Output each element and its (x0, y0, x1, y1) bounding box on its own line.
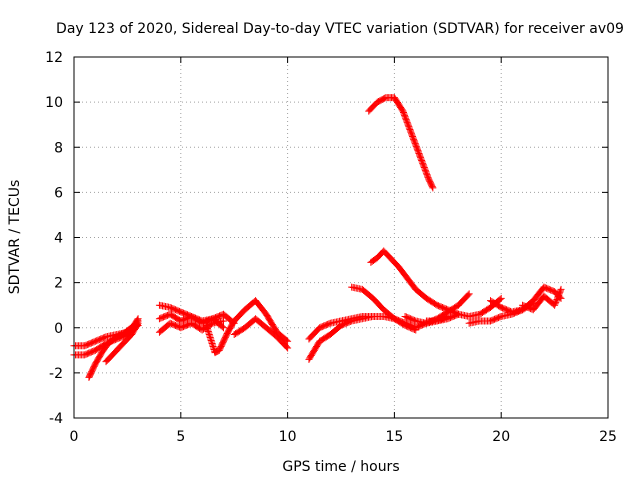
series-arc-21 (519, 285, 565, 314)
y-tick-label: -4 (49, 411, 63, 427)
series-arc-8 (230, 297, 292, 345)
x-tick-label: 10 (279, 429, 297, 445)
data-point (220, 317, 228, 325)
axis-ticks: 0 5 10 15 20 25 -4 -2 0 2 4 6 8 10 12 (45, 50, 617, 445)
x-axis-label: GPS time / hours (282, 459, 399, 475)
y-tick-label: 10 (45, 95, 63, 111)
y-tick-label: 0 (54, 321, 63, 337)
series-arc-9 (230, 315, 292, 352)
series-arc-16 (365, 94, 437, 192)
chart-title: Day 123 of 2020, Sidereal Day-to-day VTE… (56, 21, 624, 37)
series-arc-10 (155, 301, 238, 327)
y-tick-label: 6 (54, 185, 63, 201)
x-tick-label: 20 (492, 429, 510, 445)
data-point (282, 336, 290, 344)
data-point (428, 183, 436, 191)
data-point (554, 293, 562, 301)
data-point (557, 285, 565, 293)
y-tick-label: 12 (45, 50, 63, 66)
data-point (284, 337, 292, 345)
series-arc-7 (202, 317, 238, 357)
data-point (325, 320, 333, 328)
x-tick-label: 25 (599, 429, 617, 445)
series-arc-4 (102, 319, 142, 366)
data-point (101, 333, 109, 341)
data-point (552, 297, 560, 305)
data-point (410, 316, 418, 324)
data-point (556, 287, 564, 295)
data-point (551, 301, 559, 309)
data-point (465, 290, 473, 298)
y-tick-label: 4 (54, 231, 63, 247)
y-tick-label: 8 (54, 140, 63, 156)
x-tick-label: 15 (385, 429, 403, 445)
data-point (552, 298, 560, 306)
data-point (464, 291, 472, 299)
data-point (134, 319, 142, 327)
x-tick-label: 5 (176, 429, 185, 445)
data-point (230, 319, 238, 327)
data-point (284, 344, 292, 352)
data-point (429, 184, 437, 192)
x-tick-label: 0 (70, 429, 79, 445)
data-point (133, 320, 141, 328)
data-point (554, 294, 562, 302)
data-point (496, 313, 504, 321)
data-point (555, 291, 563, 299)
data-point (496, 295, 504, 303)
grid-lines (74, 57, 608, 418)
data-point (551, 300, 559, 308)
y-tick-label: 2 (54, 276, 63, 292)
data-point (555, 290, 563, 298)
data-point (553, 295, 561, 303)
data-point (497, 294, 505, 302)
data-marks (70, 94, 565, 381)
data-point (556, 288, 564, 296)
data-point (229, 318, 237, 326)
y-tick-label: -2 (49, 366, 63, 382)
data-point (283, 343, 291, 351)
y-axis-label: SDTVAR / TECUs (7, 180, 23, 295)
series-arc-12 (305, 312, 377, 343)
series-arc-6 (155, 317, 228, 336)
data-point (220, 324, 228, 332)
